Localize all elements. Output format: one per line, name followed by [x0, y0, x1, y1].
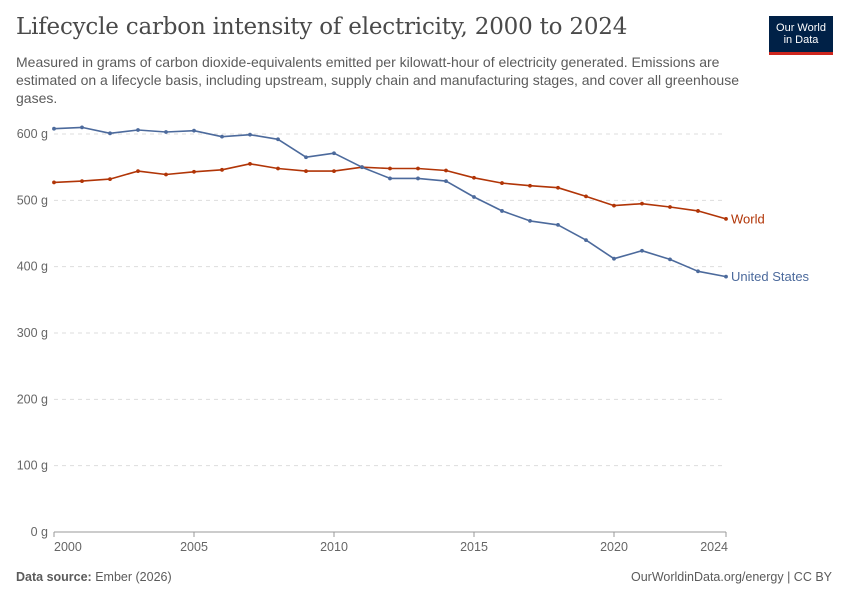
data-point-united-states[interactable] [52, 126, 56, 131]
grid-lines [54, 133, 726, 467]
chart-title: Lifecycle carbon intensity of electricit… [16, 14, 628, 40]
x-tick-label: 2000 [54, 540, 82, 554]
data-point-united-states[interactable] [472, 195, 476, 199]
data-point-world[interactable] [556, 185, 560, 190]
data-point-world[interactable] [584, 194, 588, 199]
data-point-united-states[interactable] [612, 256, 616, 261]
series-lines [52, 125, 728, 279]
data-point-united-states[interactable] [668, 257, 672, 262]
data-point-world[interactable] [276, 166, 280, 171]
x-tick-label: 2010 [320, 540, 348, 554]
logo-line-1: Our World [776, 22, 826, 34]
data-point-united-states[interactable] [640, 248, 644, 253]
data-point-world[interactable] [416, 166, 420, 171]
data-point-united-states[interactable] [556, 222, 560, 227]
data-point-world[interactable] [304, 169, 308, 174]
data-point-world[interactable] [80, 179, 84, 183]
data-point-world[interactable] [248, 161, 252, 166]
data-point-united-states[interactable] [220, 134, 224, 139]
data-point-united-states[interactable] [276, 137, 280, 142]
data-point-united-states[interactable] [80, 125, 84, 130]
data-point-united-states[interactable] [724, 274, 728, 279]
data-point-united-states[interactable] [136, 128, 140, 132]
data-point-united-states[interactable] [360, 165, 364, 170]
y-tick-label: 0 g [31, 525, 48, 539]
credit-link[interactable]: OurWorldinData.org/energy | CC BY [630, 570, 832, 584]
x-tick-label: 2020 [600, 540, 628, 554]
data-source: Data source: Ember (2026) [16, 570, 172, 584]
data-point-world[interactable] [108, 177, 112, 182]
data-point-world[interactable] [388, 166, 392, 171]
data-point-world[interactable] [52, 180, 56, 185]
y-tick-label: 500 g [17, 193, 48, 207]
series-label-united-states: United States [731, 269, 810, 284]
owid-logo[interactable]: Our World in Data [769, 16, 833, 55]
data-point-world[interactable] [724, 217, 728, 221]
data-point-united-states[interactable] [696, 269, 700, 274]
data-point-united-states[interactable] [248, 132, 252, 137]
x-tick-label: 2005 [180, 540, 208, 554]
y-tick-label: 300 g [17, 326, 48, 340]
y-tick-label: 600 g [17, 127, 48, 141]
data-point-world[interactable] [472, 175, 476, 180]
data-point-world[interactable] [136, 169, 140, 174]
y-tick-label: 100 g [17, 459, 48, 473]
data-source-value: Ember (2026) [95, 570, 172, 584]
data-point-world[interactable] [528, 183, 532, 188]
data-point-world[interactable] [696, 209, 700, 213]
data-point-world[interactable] [220, 167, 224, 172]
data-point-united-states[interactable] [528, 218, 532, 223]
data-point-united-states[interactable] [304, 155, 308, 160]
data-point-united-states[interactable] [192, 128, 196, 133]
x-tick-label: 2024 [700, 540, 728, 554]
series-line-united-states[interactable] [53, 126, 727, 278]
data-point-world[interactable] [332, 169, 336, 174]
data-point-world[interactable] [668, 205, 672, 209]
data-point-united-states[interactable] [416, 176, 420, 181]
data-point-united-states[interactable] [388, 176, 392, 181]
series-labels: World United States [731, 211, 810, 284]
data-point-united-states[interactable] [584, 238, 588, 243]
y-tick-label: 400 g [17, 260, 48, 274]
data-point-world[interactable] [164, 172, 168, 177]
data-point-world[interactable] [640, 201, 644, 206]
data-point-world[interactable] [612, 203, 616, 208]
x-tick-label: 2015 [460, 540, 488, 554]
y-tick-label: 200 g [17, 392, 48, 406]
chart-subtitle: Measured in grams of carbon dioxide-equi… [16, 54, 739, 106]
series-line-world[interactable] [53, 163, 727, 220]
series-label-world: World [731, 211, 765, 226]
axes: 0 g 100 g 200 g 300 g 400 g 500 g 600 g 2000 200… [17, 127, 728, 554]
data-point-world[interactable] [192, 169, 196, 174]
data-point-united-states[interactable] [164, 130, 168, 134]
data-point-united-states[interactable] [108, 131, 112, 136]
data-point-world[interactable] [444, 168, 448, 173]
data-point-world[interactable] [500, 181, 504, 185]
data-point-united-states[interactable] [444, 179, 448, 183]
data-point-united-states[interactable] [500, 209, 504, 213]
data-source-label: Data source: [16, 570, 92, 584]
logo-line-2: in Data [783, 34, 819, 46]
data-point-united-states[interactable] [332, 151, 336, 156]
